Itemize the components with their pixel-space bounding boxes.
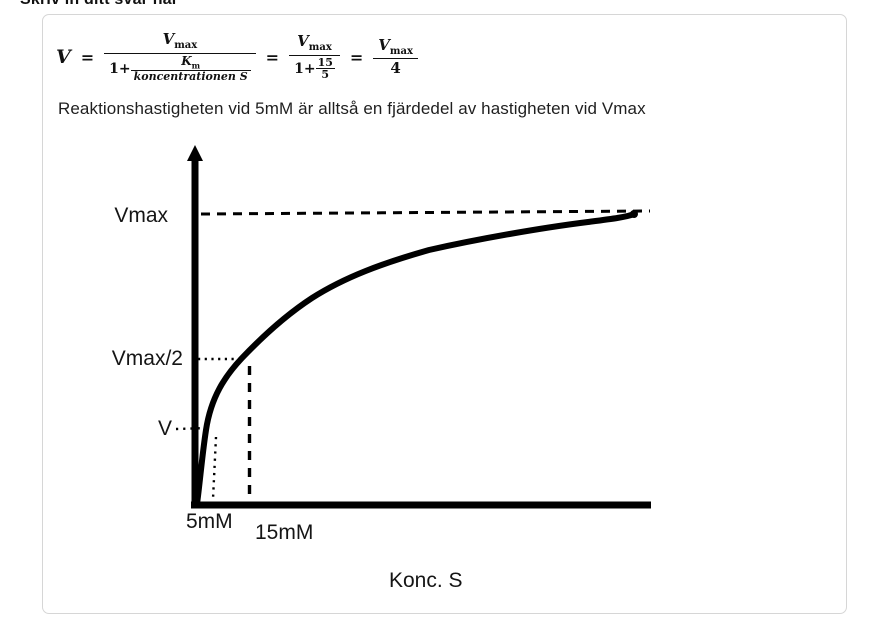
answer-text: Reaktionshastigheten vid 5mM är alltså e… [58, 99, 646, 118]
fraction3-numerator: Vmax [373, 36, 418, 60]
concentration-denominator: koncentrationen S [133, 69, 248, 83]
fraction1-numerator: Vmax [104, 30, 256, 54]
km-numerator: Km [130, 54, 251, 71]
fraction2-denominator: 1+ 15 5 [294, 55, 335, 82]
equals-sign: = [80, 47, 95, 67]
fraction-km-over-concentration: Km koncentrationen S [130, 54, 251, 83]
fraction2-numerator: Vmax [289, 33, 340, 56]
ratio-denominator: 5 [321, 68, 330, 82]
equals-sign: = [265, 47, 280, 67]
fraction1-denominator: 1+ Km koncentrationen S [104, 54, 256, 83]
michaelis-menten-formula: V = Vmax 1+ Km koncentrationen S = Vmax … [56, 29, 418, 85]
ratio-numerator: 15 [315, 55, 335, 70]
fraction-result: Vmax 4 [373, 36, 418, 78]
fraction-full-expression: Vmax 1+ Km koncentrationen S [104, 30, 256, 83]
equals-sign: = [349, 47, 364, 67]
formula-lhs: V [56, 46, 71, 68]
answer-section-heading: Skriv in ditt svar här [20, 0, 178, 9]
fraction-15-over-5: 15 5 [315, 55, 335, 82]
answer-box[interactable]: V = Vmax 1+ Km koncentrationen S = Vmax … [42, 14, 847, 614]
fraction-numeric-substitution: Vmax 1+ 15 5 [289, 33, 340, 81]
fraction3-denominator: 4 [390, 59, 401, 78]
